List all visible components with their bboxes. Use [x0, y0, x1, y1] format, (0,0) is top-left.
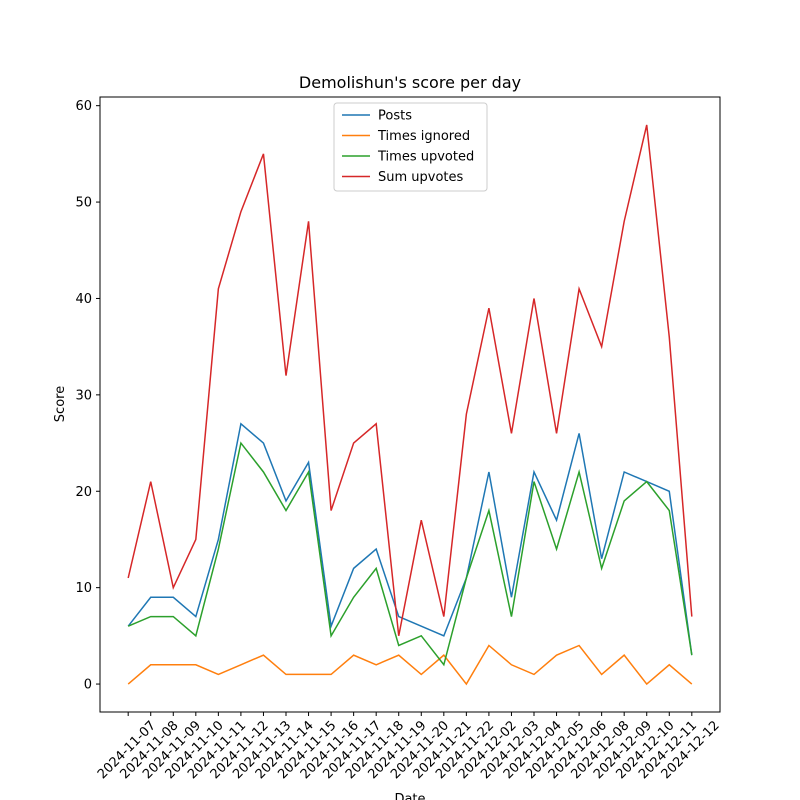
y-axis-label: Score [53, 386, 68, 422]
legend: Posts Times ignored Times upvoted Sum upvot… [333, 102, 488, 192]
series-line [127, 644, 693, 686]
series-line [127, 124, 693, 636]
legend-label: Times ignored [377, 129, 470, 144]
y-tick-label: 20 [75, 485, 92, 500]
legend-label: Times upvoted [377, 150, 474, 165]
y-tick-label: 10 [75, 581, 92, 596]
series-line [127, 422, 693, 656]
y-tick-label: 30 [75, 388, 92, 403]
y-tick-label: 0 [84, 678, 92, 693]
y-tick-label: 60 [75, 99, 92, 114]
y-tick-label: 50 [75, 196, 92, 211]
legend-label: Sum upvotes [378, 170, 464, 185]
legend-box [333, 102, 488, 192]
x-axis-label: Date [394, 792, 425, 800]
chart-title: Demolishun's score per day [299, 73, 521, 92]
plot-frame [99, 96, 721, 713]
y-tick-label: 40 [75, 292, 92, 307]
legend-label: Posts [378, 109, 412, 124]
series-line [127, 441, 693, 667]
